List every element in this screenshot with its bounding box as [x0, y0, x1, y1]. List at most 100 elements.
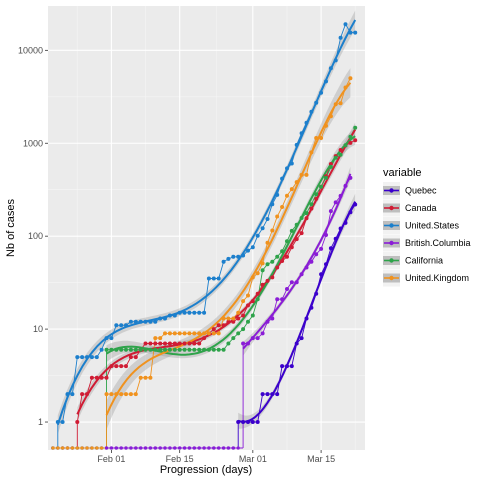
- y-tick-label-1: 10: [33, 324, 43, 334]
- legend-label-united-states: United.States: [405, 221, 460, 231]
- data-point-canada-41: [275, 265, 280, 270]
- data-point-united-states-40: [250, 245, 255, 250]
- data-point-united-kingdom-40: [299, 172, 304, 177]
- data-point-united-kingdom-22: [211, 331, 216, 336]
- data-point-quebec-20: [333, 236, 338, 241]
- data-point-canada-29: [216, 323, 221, 328]
- data-point-canada-23: [187, 341, 192, 346]
- floor-point-united-kingdom-1: [56, 446, 60, 450]
- data-point-united-states-37: [236, 254, 241, 259]
- data-point-united-kingdom-1: [109, 392, 114, 397]
- data-point-canada-39: [265, 278, 270, 283]
- data-point-california-16: [182, 347, 187, 352]
- data-point-british-columbia-22: [348, 175, 353, 180]
- data-point-united-kingdom-6: [133, 392, 138, 397]
- data-point-british-columbia-14: [309, 259, 314, 264]
- data-point-british-columbia-21: [343, 183, 348, 188]
- floor-point-british-columbia-30: [197, 446, 201, 450]
- data-point-california-19: [197, 347, 202, 352]
- data-point-united-kingdom-24: [221, 316, 226, 321]
- data-point-california-34: [270, 259, 275, 264]
- data-point-united-states-46: [280, 176, 285, 181]
- data-point-united-states-15: [128, 319, 133, 324]
- data-point-united-kingdom-11: [158, 336, 163, 341]
- floor-point-british-columbia-20: [148, 446, 152, 450]
- floor-point-british-columbia-14: [119, 446, 123, 450]
- data-point-canada-24: [192, 341, 197, 346]
- data-point-united-states-39: [246, 248, 250, 253]
- data-point-california-48: [338, 152, 343, 157]
- confidence-band-united-states: [57, 10, 356, 435]
- data-point-united-states-21: [158, 316, 163, 321]
- data-point-united-states-31: [206, 276, 211, 281]
- data-point-california-33: [265, 262, 270, 267]
- data-point-british-columbia-20: [338, 193, 343, 198]
- data-point-united-states-53: [314, 100, 319, 105]
- data-point-united-states-28: [192, 310, 197, 315]
- floor-point-united-kingdom-3: [65, 446, 70, 450]
- data-point-united-states-4: [75, 355, 80, 360]
- legend-label-california: California: [405, 256, 443, 266]
- data-point-quebec-12: [294, 341, 299, 346]
- data-point-quebec-24: [353, 202, 358, 207]
- floor-point-british-columbia-11: [104, 446, 109, 450]
- data-point-california-6: [133, 347, 138, 352]
- legend-key-point-canada: [389, 205, 394, 211]
- series-line-united-kingdom: [106, 77, 351, 448]
- data-point-california-39: [294, 222, 299, 227]
- data-point-united-kingdom-12: [163, 331, 167, 336]
- floor-point-united-kingdom-9: [95, 446, 99, 450]
- data-point-canada-46: [299, 231, 304, 236]
- data-point-quebec-19: [328, 246, 333, 251]
- data-point-british-columbia-1: [246, 341, 250, 346]
- floor-point-british-columbia-35: [222, 446, 226, 450]
- floor-point-british-columbia-38: [236, 446, 240, 450]
- floor-point-british-columbia-22: [158, 446, 162, 450]
- points-california: [104, 125, 358, 352]
- data-point-canada-16: [153, 341, 158, 346]
- legend-item-canada: Canada: [383, 199, 437, 217]
- data-point-british-columbia-3: [255, 336, 260, 341]
- data-point-canada-48: [309, 206, 314, 211]
- floor-point-british-columbia-37: [231, 446, 235, 450]
- data-point-canada-7: [109, 364, 114, 369]
- x-tick-label-3: Mar 15: [307, 454, 335, 464]
- data-point-united-kingdom-29: [246, 293, 250, 298]
- y-tick-label-0: 1: [38, 417, 43, 427]
- data-point-canada-19: [167, 341, 172, 346]
- data-point-california-25: [226, 341, 231, 346]
- data-point-united-states-33: [216, 276, 221, 281]
- data-point-united-states-20: [153, 319, 158, 324]
- legend-label-british-columbia: British.Columbia: [405, 238, 471, 248]
- data-point-united-states-57: [333, 58, 338, 63]
- floor-point-british-columbia-36: [226, 446, 230, 450]
- data-point-canada-11: [128, 355, 133, 360]
- data-point-canada-47: [304, 216, 309, 221]
- data-point-canada-14: [143, 341, 148, 346]
- data-point-california-14: [172, 347, 177, 352]
- floor-point-british-columbia-17: [134, 446, 138, 450]
- data-point-canada-33: [236, 316, 241, 321]
- data-point-quebec-21: [338, 226, 343, 231]
- data-point-canada-0: [75, 420, 80, 424]
- data-point-california-49: [343, 143, 348, 148]
- legend-key-point-united-kingdom: [389, 275, 394, 281]
- data-point-british-columbia-6: [270, 316, 275, 321]
- data-point-united-kingdom-19: [197, 331, 202, 336]
- data-point-british-columbia-2: [250, 336, 255, 341]
- data-point-california-22: [211, 347, 216, 352]
- data-point-british-columbia-5: [265, 319, 270, 324]
- floor-point-british-columbia-33: [212, 446, 216, 450]
- data-point-canada-2: [85, 392, 89, 397]
- data-point-british-columbia-19: [333, 200, 338, 205]
- data-point-quebec-15: [309, 305, 314, 310]
- legend-item-quebec: Quebec: [383, 182, 437, 199]
- data-point-quebec-16: [314, 291, 319, 296]
- data-point-california-1: [109, 347, 114, 352]
- data-point-united-kingdom-27: [236, 310, 241, 315]
- legend-label-quebec: Quebec: [405, 186, 437, 196]
- data-point-united-states-45: [275, 192, 280, 197]
- data-point-united-states-29: [197, 310, 202, 315]
- data-point-united-kingdom-43: [314, 136, 319, 140]
- data-point-california-31: [255, 297, 260, 302]
